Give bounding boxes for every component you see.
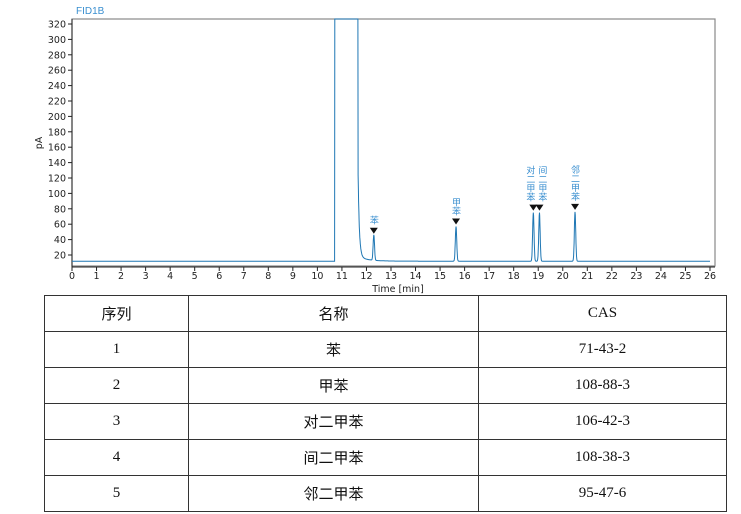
x-tick-label: 9 xyxy=(290,271,296,282)
peak-label: 对二甲苯 xyxy=(525,165,535,203)
table-cell: 邻二甲苯 xyxy=(188,475,479,512)
x-tick-label: 18 xyxy=(508,271,520,282)
y-tick-label: 280 xyxy=(48,50,66,61)
y-tick-label: 20 xyxy=(54,251,66,262)
table-cell: 苯 xyxy=(188,331,479,368)
x-tick-label: 11 xyxy=(336,271,348,282)
table-cell: 1 xyxy=(44,331,189,368)
table-cell: 71-43-2 xyxy=(478,331,727,368)
table-cell: 2 xyxy=(44,367,189,404)
peak-marker xyxy=(529,204,538,211)
x-tick-label: 19 xyxy=(532,271,544,282)
column-header: 名称 xyxy=(188,295,479,332)
x-tick-label: 20 xyxy=(557,271,569,282)
y-tick-label: 180 xyxy=(48,127,66,138)
table-row: 1 苯 71-43-2 xyxy=(44,331,727,368)
x-tick-label: 24 xyxy=(655,271,667,282)
table-row: 3 对二甲苯 106-42-3 xyxy=(44,403,727,440)
x-tick-label: 4 xyxy=(167,271,173,282)
x-axis-label: Time [min] xyxy=(371,284,424,295)
y-tick-label: 80 xyxy=(54,204,66,215)
chromatogram: FID1B 0 1 2 3 4 5 6 7 8 9 10 11 12 13 14 15 16 17 18 19 20 21… xyxy=(34,6,716,295)
table-cell: 对二甲苯 xyxy=(188,403,479,440)
peak-label: 苯 xyxy=(369,215,379,226)
x-tick-label: 12 xyxy=(360,271,372,282)
table-cell: 5 xyxy=(44,475,189,512)
x-tick-label: 0 xyxy=(69,271,75,282)
peak-marker xyxy=(452,218,461,225)
table-cell: 4 xyxy=(44,439,189,476)
x-tick-label: 17 xyxy=(483,271,495,282)
table-row: 5 邻二甲苯 95-47-6 xyxy=(44,475,727,512)
y-tick-label: 220 xyxy=(48,97,66,108)
x-tick-label: 3 xyxy=(143,271,149,282)
x-tick-label: 16 xyxy=(459,271,471,282)
peak-label: 间二甲苯 xyxy=(537,165,547,203)
y-tick-label: 260 xyxy=(48,66,66,77)
table-cell: 间二甲苯 xyxy=(188,439,479,476)
y-tick-label: 320 xyxy=(48,20,66,31)
x-tick-label: 23 xyxy=(630,271,642,282)
peak-label: 邻二甲苯 xyxy=(570,164,580,202)
x-tick-label: 7 xyxy=(241,271,247,282)
x-tick-label: 2 xyxy=(118,271,124,282)
y-tick-label: 100 xyxy=(48,189,66,200)
y-tick-label: 300 xyxy=(48,35,66,46)
y-tick-label: 40 xyxy=(54,235,66,246)
y-tick-label: 200 xyxy=(48,112,66,123)
compound-table: 序列 名称 CAS 1 苯 71-43-2 2 甲苯 108-88-3 3 对二甲苯 106-42-… xyxy=(44,295,727,512)
y-tick-label: 140 xyxy=(48,158,66,169)
table-cell: 108-38-3 xyxy=(478,439,727,476)
y-tick-label: 240 xyxy=(48,81,66,92)
x-tick-label: 14 xyxy=(409,271,421,282)
x-tick-label: 15 xyxy=(434,271,446,282)
x-tick-label: 10 xyxy=(311,271,323,282)
plot-frame xyxy=(71,18,716,267)
x-tick-label: 13 xyxy=(385,271,397,282)
y-tick-label: 60 xyxy=(54,220,66,231)
table-cell: 甲苯 xyxy=(188,367,479,404)
y-tick-label: 120 xyxy=(48,174,66,185)
peak-label: 甲苯 xyxy=(451,197,461,216)
table-row: 2 甲苯 108-88-3 xyxy=(44,367,727,404)
column-header: CAS xyxy=(478,295,727,332)
y-tick-label: 160 xyxy=(48,143,66,154)
peak-marker xyxy=(369,227,378,234)
x-tick-label: 8 xyxy=(265,271,271,282)
x-tick-label: 6 xyxy=(216,271,222,282)
x-tick-label: 22 xyxy=(606,271,618,282)
x-tick-label: 25 xyxy=(679,271,691,282)
x-tick-label: 21 xyxy=(581,271,593,282)
table-cell: 108-88-3 xyxy=(478,367,727,404)
column-header: 序列 xyxy=(44,295,189,332)
peak-marker xyxy=(535,204,544,211)
table-row: 4 间二甲苯 108-38-3 xyxy=(44,439,727,476)
y-axis-label: pA xyxy=(34,136,45,149)
x-tick-label: 5 xyxy=(192,271,198,282)
signal-trace xyxy=(72,18,710,262)
table-cell: 3 xyxy=(44,403,189,440)
x-tick-label: 1 xyxy=(94,271,100,282)
chart-title: FID1B xyxy=(76,6,105,17)
table-cell: 106-42-3 xyxy=(478,403,727,440)
peak-marker xyxy=(571,203,580,210)
x-tick-label: 26 xyxy=(704,271,716,282)
table-cell: 95-47-6 xyxy=(478,475,727,512)
